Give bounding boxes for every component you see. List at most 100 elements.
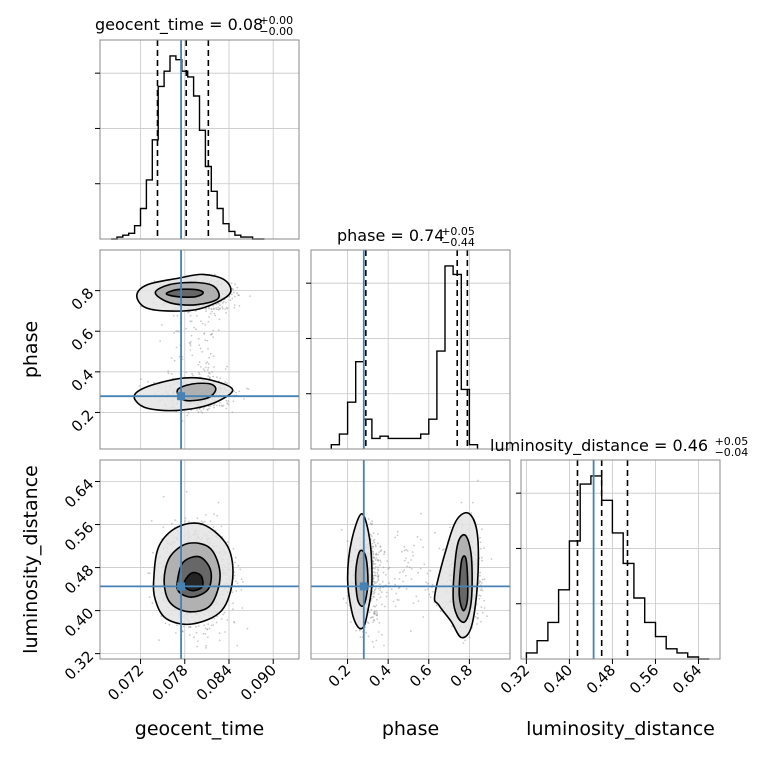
scatter-point [478,582,480,585]
scatter-point [373,567,376,570]
scatter-point [187,412,190,414]
scatter-point [422,546,424,548]
scatter-point [372,571,375,573]
scatter-point [209,333,212,336]
scatter-point [186,414,189,417]
scatter-point [153,381,155,384]
panel-title-sub-geocent_time: −0.00 [259,25,293,38]
scatter-point [372,578,375,580]
scatter-point [425,581,427,584]
scatter-point [481,589,484,592]
histogram-phase [330,265,479,449]
scatter-point [383,553,385,556]
scatter-point [375,554,378,556]
scatter-point [178,355,181,358]
scatter-point [377,566,379,569]
scatter-point [150,520,153,522]
scatter-point [369,522,372,525]
scatter-point [479,541,482,544]
scatter-point [355,629,358,632]
scatter-point [174,632,177,634]
scatter-point [420,512,422,515]
scatter-point [375,610,378,613]
scatter-point [372,646,375,648]
scatter-point [238,294,240,297]
scatter-point [371,616,373,618]
ytick-label-phase-3: 0.8 [68,284,98,314]
scatter-point [350,621,352,623]
scatter-point [474,616,477,618]
scatter-point [373,591,376,594]
panel-title-sub-phase: −0.44 [441,236,475,249]
yaxis-label-phase: phase [20,321,42,378]
scatter-point [210,308,213,310]
scatter-point [429,596,432,599]
scatter-point [176,314,179,317]
scatter-point [375,552,378,555]
scatter-point [201,411,204,414]
scatter-point [211,310,214,313]
ytick-label-phase-0: 0.2 [68,406,98,436]
scatter-point [182,630,184,633]
yaxis-label-luminosity_distance: luminosity_distance [20,465,42,654]
scatter-point [380,591,383,593]
scatter-point [189,320,192,323]
scatter-point [197,625,200,627]
scatter-point [222,307,224,310]
truth-marker-phase-luminosity_distance [359,582,368,591]
scatter-point [216,308,218,311]
scatter-point [206,636,209,638]
scatter-point [379,587,382,589]
scatter-point [236,644,239,647]
scatter-point [479,574,481,577]
scatter-point [372,576,375,579]
histogram-luminosity_distance [525,475,710,660]
scatter-point [234,561,236,564]
scatter-point [220,525,223,528]
scatter-point [372,560,374,563]
scatter-point [373,541,376,544]
scatter-point [203,332,206,334]
scatter-point [201,322,204,325]
scatter-point [184,517,187,520]
scatter-point [395,592,398,595]
scatter-point [377,577,379,580]
scatter-point [175,330,178,333]
scatter-point [148,572,151,575]
scatter-point [204,633,207,635]
scatter-point [416,535,419,538]
scatter-point [398,578,401,580]
scatter-point [206,339,209,342]
scatter-point [377,579,380,581]
scatter-point [181,420,184,422]
scatter-point [383,550,386,553]
scatter-point [230,293,233,296]
scatter-point [379,545,382,548]
scatter-point [197,337,200,340]
scatter-point [431,583,434,586]
scatter-point [217,302,219,305]
panel-title-text-luminosity_distance: luminosity_distance = 0.46 [490,436,708,456]
scatter-point [217,306,220,309]
scatter-point [174,519,177,521]
scatter-point [481,559,483,562]
scatter-point [371,640,374,643]
scatter-point [151,602,154,605]
panel-title-sup-luminosity_distance: +0.05 [715,435,749,448]
scatter-point [221,306,224,308]
scatter-point [198,361,201,364]
scatter-point [212,304,215,307]
panel-background-phase-phase [311,250,510,449]
scatter-point [213,366,215,368]
scatter-point [409,630,412,633]
scatter-point [198,344,201,346]
scatter-point [198,371,200,374]
scatter-point [365,631,367,634]
scatter-point [373,611,375,613]
scatter-point [213,617,216,620]
scatter-point [396,534,399,537]
scatter-point [209,352,212,355]
scatter-point [235,391,237,394]
scatter-point [373,557,376,560]
